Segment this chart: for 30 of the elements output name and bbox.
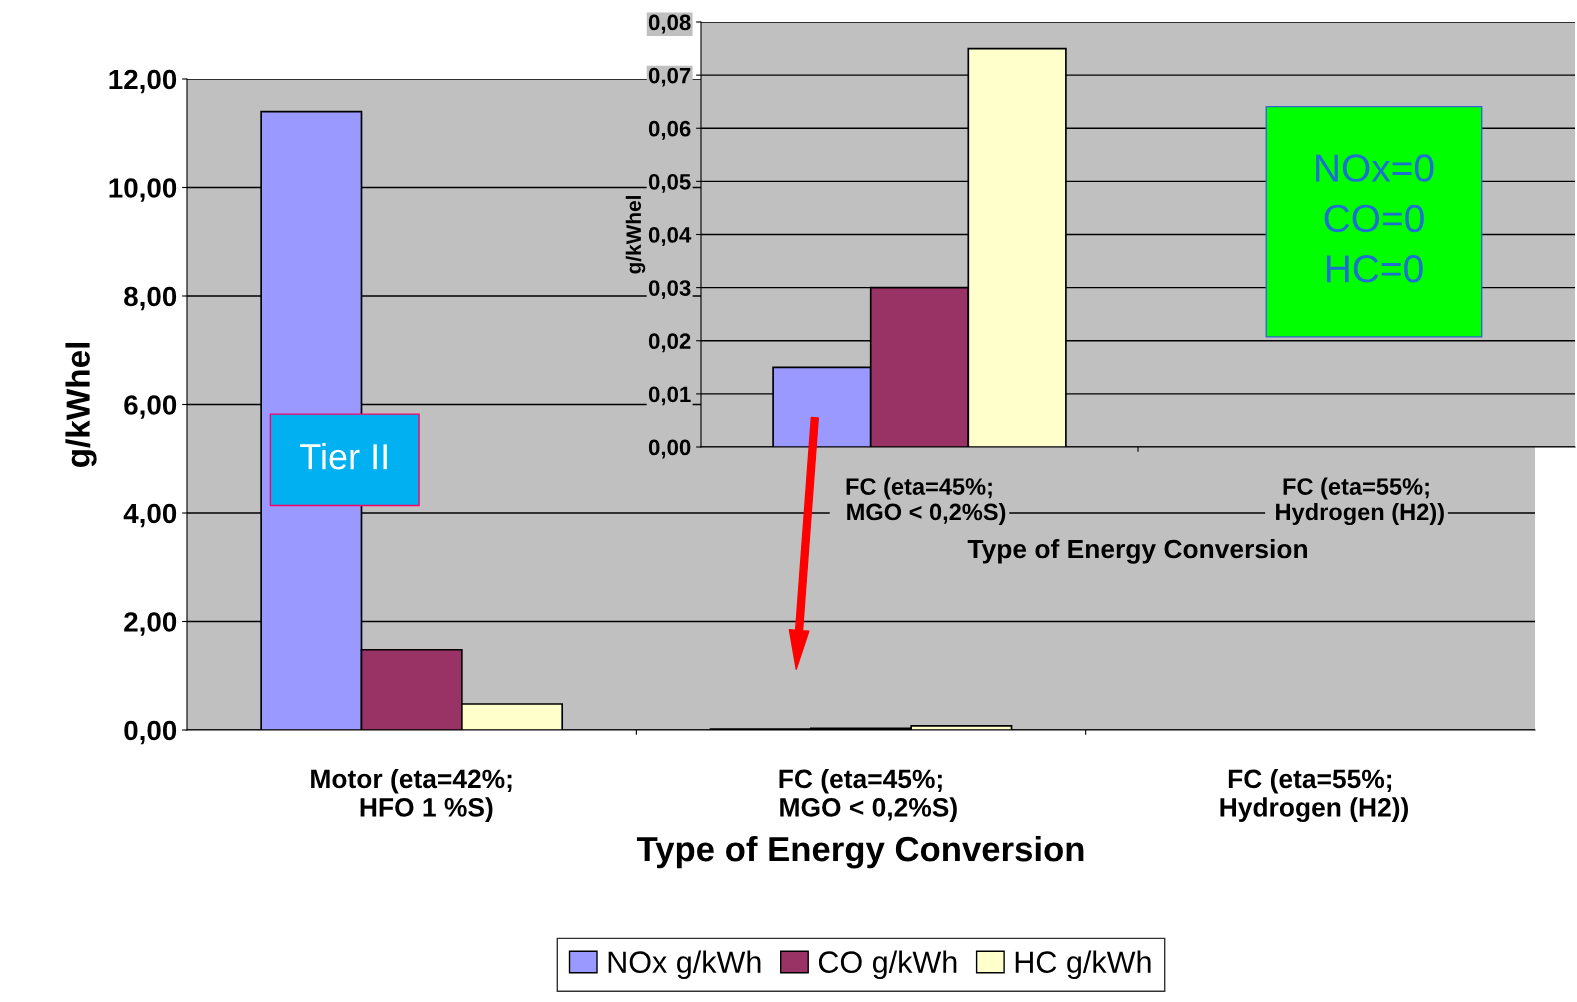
y-tick-label: 0,00 (124, 720, 177, 745)
x-tick-label: FC (eta=45%; MGO < 0,2%S) (846, 477, 1006, 525)
y-tick-label: 8,00 (124, 286, 177, 311)
y-tick-label: 0,08 (648, 14, 691, 34)
y-tick-label: 0,07 (648, 67, 691, 87)
x-tick-label: Motor (eta=42%; HFO 1 %S) (311, 768, 512, 822)
legend-label: HC g/kWh (1015, 950, 1151, 980)
annotation: NOx=0 CO=0 HC=0 (1316, 154, 1434, 283)
x-tick-label: FC (eta=45%; MGO < 0,2%S) (779, 768, 957, 822)
y-axis-title: g/kWhel (625, 196, 646, 274)
y-tick-label: 0,05 (648, 173, 691, 193)
y-axis-title: g/kWhel (65, 342, 97, 468)
y-tick-label: 0,04 (648, 227, 692, 246)
y-tick-label: 0,06 (648, 120, 691, 140)
y-tick-label: 0,01 (648, 386, 691, 406)
legend-label: NOx g/kWh (608, 950, 761, 980)
y-tick-label: 2,00 (124, 612, 177, 636)
y-tick-label: 6,00 (124, 395, 177, 419)
x-tick-label: FC (eta=55%; Hydrogen (H2)) (1220, 768, 1408, 823)
y-tick-label: 4,00 (123, 503, 177, 528)
x-axis-title: Type of Energy Conversion (636, 835, 1084, 869)
y-tick-label: 0,02 (648, 333, 691, 353)
legend-label: CO g/kWh (818, 950, 957, 980)
annotation: Tier II (300, 443, 387, 470)
x-axis-title: Type of Energy Conversion (967, 538, 1307, 564)
y-tick-label: 10,00 (109, 178, 177, 202)
x-tick-label: FC (eta=55%; Hydrogen (H2)) (1276, 477, 1444, 526)
y-tick-label: 0,03 (648, 280, 691, 300)
y-tick-label: 12,00 (109, 69, 177, 94)
y-tick-label: 0,00 (648, 439, 691, 459)
